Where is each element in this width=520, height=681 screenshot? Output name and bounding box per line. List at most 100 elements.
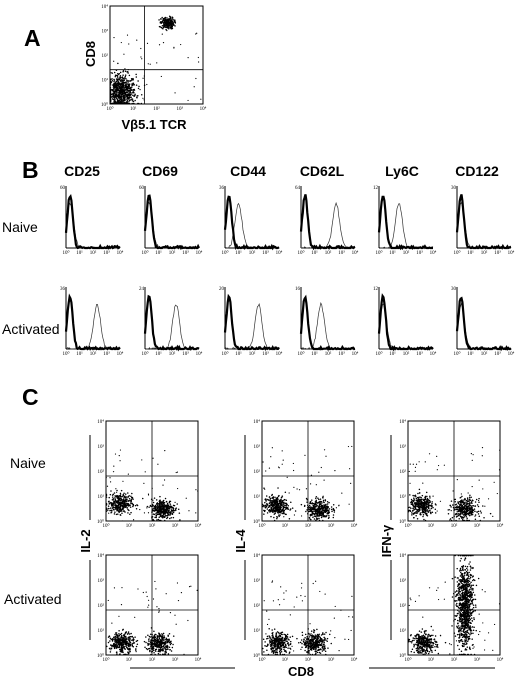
panel-c-naive-il2-event [158,503,161,506]
panel-c-activated-il2-event [117,646,119,649]
panel-a-event [126,102,129,105]
panel-c-naive-ifn-event [463,511,465,513]
panel-c-activated-il4-event [263,651,265,653]
panel-a-event-sparse [136,39,138,41]
panel-c-activated-il2-event [107,641,110,644]
panel-c-naive-il4-event [285,504,287,507]
panel-c-activated-il4-event [326,640,328,643]
panel-c-activated-il2-event [116,653,118,655]
panel-c-naive-il4-event [272,497,275,499]
hist-xtick: 10⁰ [141,351,148,357]
panel-c-activated-il4-event [272,647,275,650]
panel-c-activated-il2-event-sparse [169,649,171,651]
panel-c-naive-il2-event [119,492,122,495]
panel-c-naive-il4-event-sparse [308,506,310,508]
panel-c-naive-ifn-event [466,505,469,507]
panel-c-activated-il4-ytick: 10² [254,603,261,609]
hist-curve [299,294,356,352]
panel-c-activated-il2-event [162,632,165,635]
hist-xtick: 10⁴ [196,351,203,357]
panel-c-naive-ifn-event [472,509,475,512]
panel-c-naive-il4-ytick: 10⁴ [253,419,260,425]
panel-c-naive-il2-event [146,505,149,508]
panel-c-naive-il4-event [309,515,312,517]
panel-c-activated-il2-event [148,647,151,650]
panel-c-naive-il4-event-sparse [349,468,351,470]
panel-c-naive-ifn-event [471,511,474,513]
panel-c-activated-il2-event [108,647,111,650]
panel-c-naive-il2-event [105,508,108,511]
panel-c-activated-il4-event [301,631,304,634]
panel-c-activated-ifn-event [427,652,430,655]
panel-c-activated-il2-xtick: 10² [149,657,156,663]
panel-c-naive-il4-event [264,506,267,509]
panel-c-naive-il2-event [169,503,172,505]
panel-c-activated-il2-event [122,643,125,646]
panel-c-naive-il2-event [105,507,108,509]
panel-c-activated-il4-event [323,643,325,646]
panel-a-event [126,96,128,98]
panel-c-activated-il4-event [317,635,319,638]
panel-c-naive-ifn-event [464,497,466,500]
panel-a-event [127,72,129,74]
panel-a-event [128,83,131,85]
panel-c-naive-il4-event [318,513,321,516]
panel-c-naive-ifn-event [475,498,478,501]
panel-c-naive-il4-event [325,507,327,509]
panel-c-activated-il4-event [301,646,303,648]
panel-c-naive-ifn-ytick: 10¹ [400,494,407,500]
panel-c-naive-il2-event [161,515,164,518]
panel-c-naive-il4-event [272,505,274,508]
panel-c-naive-il4-event [315,519,317,522]
panel-c-naive-il2-event [105,496,108,498]
panel-a-event [167,25,170,27]
panel-a-event [160,18,162,20]
panel-c-naive-il2-event-sparse [114,453,117,455]
panel-c-activated-il4-event [276,647,279,650]
panel-a-event [133,91,135,94]
panel-c-naive-il2-event-sparse [188,510,190,512]
panel-c-naive-il2-ytick: 10⁰ [97,519,104,525]
panel-c-naive-il4-event [319,498,322,500]
panel-c-naive-ifn-event [430,507,433,509]
panel-a-event-sparse [117,101,120,103]
panel-a-event [115,101,117,104]
panel-c-naive-il4-event [271,509,273,511]
panel-c-activated-il4-event-sparse [283,592,285,594]
panel-c-activated-il4-event-sparse [277,645,279,647]
panel-c-activated-il2-event [153,643,156,646]
panel-c-naive-il2-event-sparse [158,506,161,508]
panel-c-naive-ifn-ytick: 10⁴ [399,419,406,425]
panel-c-naive-il4-event [279,514,281,516]
panel-c-naive-ifn-event-sparse [474,515,476,517]
panel-c-activated-il4-event [320,637,322,640]
panel-c-naive-il4-event [279,500,282,503]
panel-a-event [111,72,114,74]
panel-a-event-sparse [173,46,175,48]
panel-a-event-sparse [166,29,168,32]
panel-c-naive-il4-ytick: 10⁰ [253,519,260,525]
panel-c-xlabel: CD8 [288,664,314,679]
panel-c-naive-il4-event [276,508,278,510]
panel-c-naive-il4-event [315,510,317,513]
panel-c-activated-il4-event [306,640,308,643]
panel-a-event [128,99,131,101]
panel-a-event [124,75,127,78]
panel-c-naive-il2-event [127,492,129,494]
panel-a-ytick: 10¹ [102,78,109,84]
panel-c-activated-ifn-event [434,635,437,637]
panel-c-naive-il4-event [280,504,283,507]
panel-c-naive-il2-event [130,501,132,503]
panel-a-event [122,94,124,96]
panel-b-marker-cd25: CD25 [64,163,100,179]
hist-xtick: 10¹ [76,250,83,256]
panel-c-activated-il4-event-sparse [275,648,277,651]
panel-c-naive-ifn-event [462,503,465,506]
panel-c-naive-il4-ytick: 10² [254,469,261,475]
panel-c-activated-il4-event [267,653,270,656]
panel-c-naive-il2-event [171,512,174,514]
panel-c-activated-il4-event [313,629,316,632]
